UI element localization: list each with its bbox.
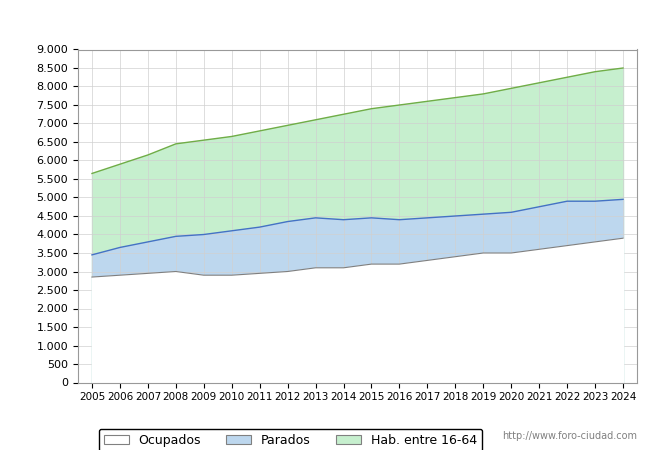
Text: http://www.foro-ciudad.com: http://www.foro-ciudad.com (502, 431, 637, 441)
Legend: Ocupados, Parados, Hab. entre 16-64: Ocupados, Parados, Hab. entre 16-64 (99, 429, 482, 450)
Text: Ceutí - Evolucion de la poblacion en edad de Trabajar Noviembre de 2024: Ceutí - Evolucion de la poblacion en eda… (69, 11, 581, 25)
